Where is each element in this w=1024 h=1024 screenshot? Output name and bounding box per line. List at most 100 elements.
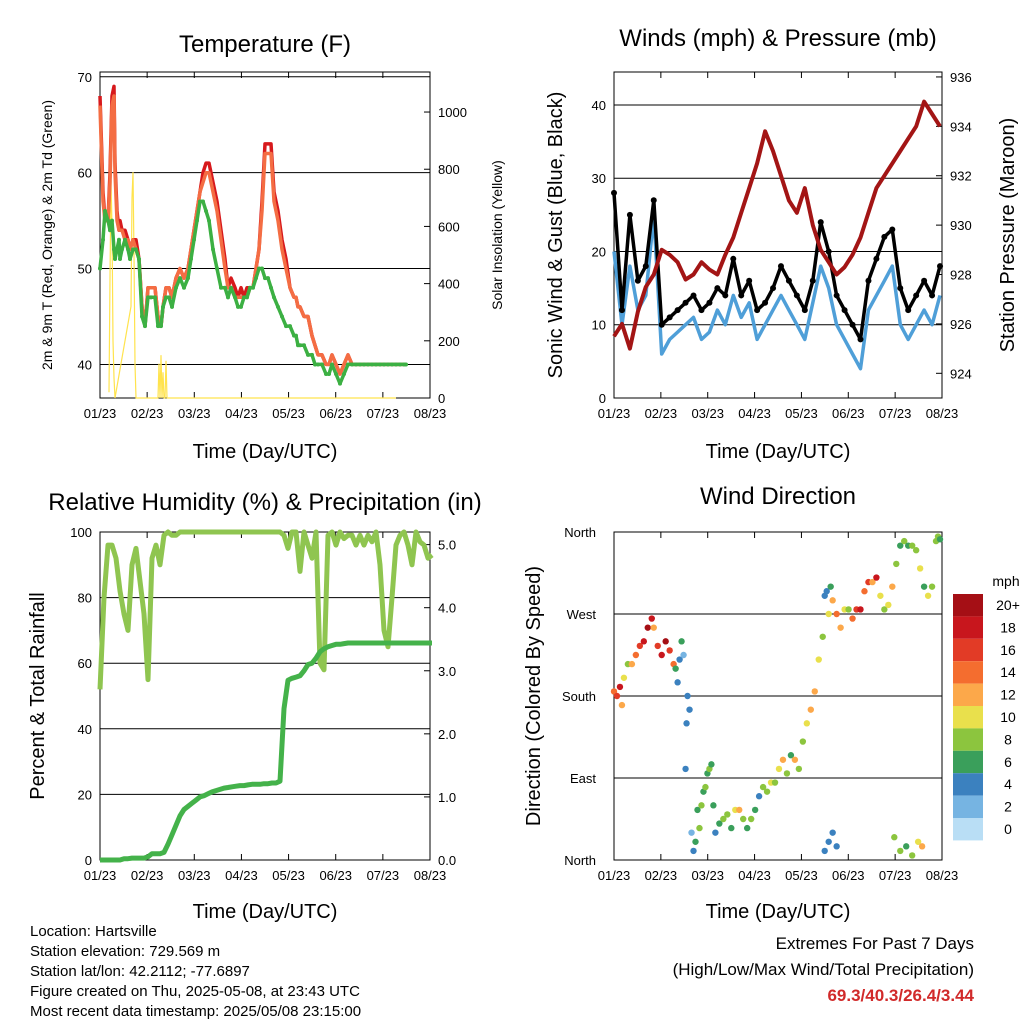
gust-point bbox=[777, 263, 784, 270]
x-axis-label: Time (Day/UTC) bbox=[193, 441, 338, 463]
y-tick-label: 100 bbox=[70, 525, 92, 540]
y-axis-label: 2m & 9m T (Red, Orange) & 2m Td (Green) bbox=[39, 100, 55, 370]
colorbar-swatch bbox=[953, 750, 983, 774]
direction-point bbox=[698, 802, 705, 809]
extremes-heading: Extremes For Past 7 Days bbox=[775, 934, 974, 953]
series-9m-t bbox=[98, 94, 406, 376]
direction-point bbox=[912, 547, 920, 554]
x-tick-label: 04/23 bbox=[738, 406, 771, 421]
gust-point bbox=[913, 292, 920, 299]
gust-point bbox=[809, 277, 816, 284]
direction-point bbox=[702, 783, 709, 791]
direction-point bbox=[827, 583, 834, 590]
y-tick-label: 40 bbox=[78, 357, 92, 372]
dewpoint-point bbox=[207, 218, 211, 223]
direction-point bbox=[674, 679, 681, 686]
x-tick-label: 06/23 bbox=[319, 406, 352, 421]
dewpoint-point bbox=[306, 352, 310, 357]
dewpoint-point bbox=[350, 362, 354, 367]
direction-point bbox=[861, 588, 868, 595]
chart-title: Wind Direction bbox=[700, 483, 856, 510]
direction-point bbox=[891, 834, 898, 841]
dewpoint-point bbox=[342, 372, 346, 377]
direction-point bbox=[694, 806, 701, 814]
y-right-tick-label: 2.0 bbox=[438, 727, 456, 742]
dewpoint-point bbox=[174, 285, 178, 290]
dewpoint-point bbox=[257, 266, 261, 271]
direction-point bbox=[610, 688, 618, 695]
y-right-tick-label: 800 bbox=[438, 162, 460, 177]
dewpoint-point bbox=[298, 343, 302, 348]
location-text: Location: Hartsville bbox=[30, 923, 157, 940]
dewpoint-point bbox=[310, 352, 314, 357]
direction-point bbox=[829, 597, 836, 604]
dewpoint-point bbox=[192, 237, 196, 242]
gust-point bbox=[690, 292, 697, 299]
gust-point bbox=[770, 285, 777, 292]
x-tick-label: 02/23 bbox=[645, 868, 678, 883]
dewpoint-point bbox=[394, 362, 398, 367]
dewpoint-point bbox=[302, 343, 306, 348]
y-tick-label: 80 bbox=[78, 591, 92, 606]
gust-point bbox=[937, 263, 944, 270]
dewpoint-point bbox=[98, 266, 102, 271]
direction-point bbox=[686, 706, 693, 713]
gust-point bbox=[666, 314, 673, 321]
dewpoint-point bbox=[195, 218, 199, 223]
x-tick-label: 04/23 bbox=[225, 868, 258, 883]
colorbar-label: 0 bbox=[1004, 821, 1012, 837]
direction-point bbox=[613, 692, 621, 700]
direction-point bbox=[833, 610, 840, 618]
series-relative-humidity bbox=[97, 529, 434, 690]
direction-point bbox=[662, 638, 669, 645]
y-tick-label: 0 bbox=[599, 391, 606, 406]
direction-point bbox=[783, 770, 791, 777]
x-tick-label: 03/23 bbox=[691, 868, 724, 883]
gust-point bbox=[722, 292, 729, 299]
direction-point bbox=[684, 692, 691, 700]
y-tick-label: 40 bbox=[592, 98, 606, 113]
x-tick-label: 06/23 bbox=[319, 868, 352, 883]
direction-point bbox=[751, 806, 759, 814]
y-tick-label: North bbox=[564, 525, 596, 540]
gust-point bbox=[682, 299, 689, 306]
direction-point bbox=[916, 565, 924, 572]
dewpoint-point bbox=[251, 285, 255, 290]
gust-point bbox=[611, 189, 617, 196]
gust-point bbox=[746, 277, 753, 284]
x-tick-label: 07/23 bbox=[879, 868, 912, 883]
dewpoint-point bbox=[153, 295, 157, 300]
chart-wind_direction bbox=[610, 531, 983, 861]
direction-point bbox=[936, 536, 944, 543]
direction-point bbox=[799, 738, 807, 745]
y-tick-label: East bbox=[570, 771, 596, 786]
gust-point bbox=[841, 307, 848, 314]
direction-point bbox=[924, 592, 932, 599]
dewpoint-point bbox=[320, 362, 324, 367]
gust-point bbox=[706, 299, 713, 306]
x-tick-label: 08/23 bbox=[926, 406, 959, 421]
dewpoint-point bbox=[101, 237, 105, 242]
series-total-precipitation bbox=[100, 640, 432, 863]
direction-point bbox=[881, 606, 888, 613]
dewpoint-point bbox=[201, 199, 205, 204]
chart-title: Temperature (F) bbox=[179, 31, 351, 58]
dewpoint-point bbox=[346, 362, 350, 367]
y-tick-label: North bbox=[564, 853, 596, 868]
direction-point bbox=[771, 779, 779, 786]
y-right-axis-label: Station Pressure (Maroon) bbox=[997, 118, 1019, 353]
y-tick-label: 0 bbox=[85, 853, 92, 868]
x-tick-label: 05/23 bbox=[785, 406, 818, 421]
y-tick-label: 70 bbox=[78, 70, 92, 85]
x-tick-label: 07/23 bbox=[879, 406, 912, 421]
direction-point bbox=[893, 560, 900, 568]
dewpoint-point bbox=[204, 209, 208, 214]
gust-point bbox=[754, 307, 761, 314]
direction-point bbox=[811, 688, 818, 695]
direction-point bbox=[914, 838, 922, 845]
colorbar-label: 2 bbox=[1004, 799, 1012, 815]
direction-point bbox=[736, 806, 743, 814]
dewpoint-point bbox=[103, 209, 107, 214]
dewpoint-point bbox=[128, 256, 132, 261]
direction-point bbox=[682, 765, 689, 773]
